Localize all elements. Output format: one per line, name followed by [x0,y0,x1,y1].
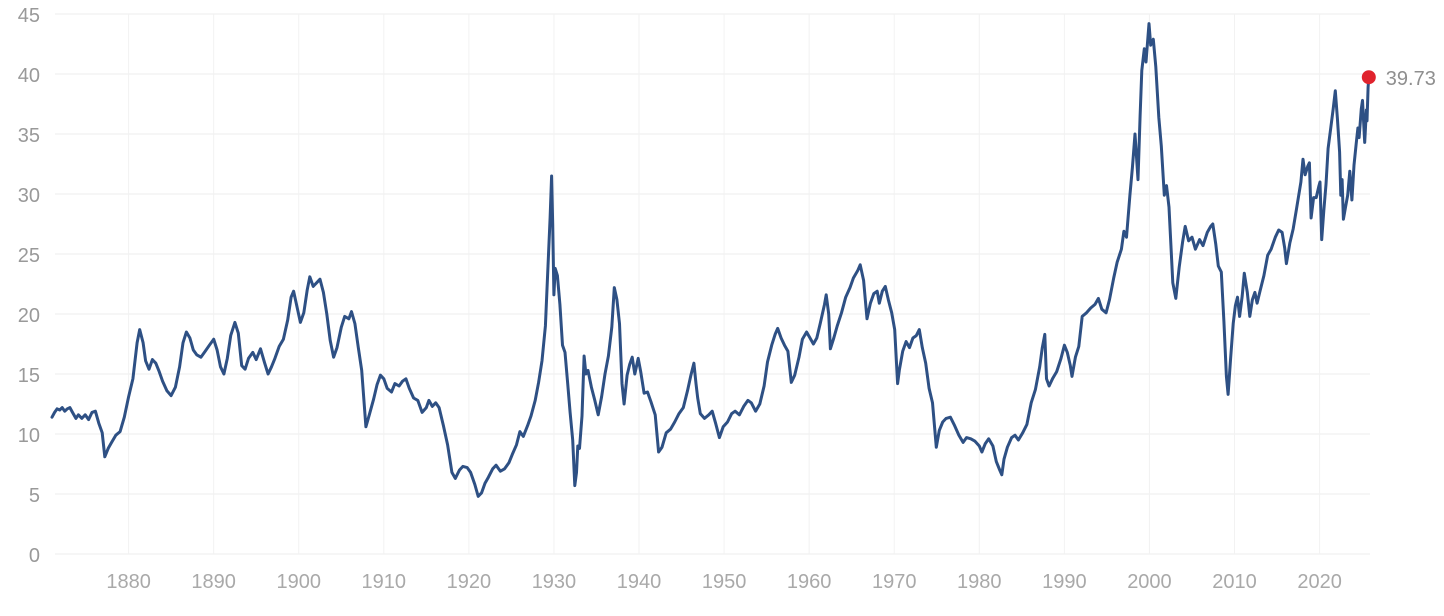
x-tick-label: 1910 [362,571,407,593]
x-tick-label: 1940 [617,571,662,593]
x-tick-label: 2000 [1127,571,1172,593]
x-tick-label: 1950 [702,571,747,593]
latest-point-marker[interactable] [1361,70,1376,85]
y-tick-label: 35 [18,125,40,147]
x-tick-label: 2020 [1297,571,1342,593]
horizontal-gridlines [55,13,1370,555]
x-tick-label: 1890 [191,571,236,593]
y-tick-label: 0 [29,545,40,567]
x-axis-tick-labels: 1880 1890 1900 1910 1920 1930 1940 1950 1960 1970… [106,571,1341,593]
x-tick-label: 1980 [957,571,1002,593]
y-axis-tick-labels: 0 5 10 15 20 25 30 35 40 45 [18,5,40,567]
y-tick-label: 45 [18,5,40,27]
vertical-gridlines [128,14,1321,554]
series-line[interactable] [50,22,1371,498]
x-tick-label: 1920 [447,571,492,593]
latest-value-label: 39.73 [1386,68,1436,90]
x-tick-label: 2010 [1212,571,1257,593]
x-tick-label: 1960 [787,571,832,593]
x-tick-label: 1880 [106,571,151,593]
y-tick-label: 40 [18,65,40,87]
x-tick-label: 1930 [532,571,577,593]
y-tick-label: 10 [18,425,40,447]
y-tick-label: 20 [18,305,40,327]
x-tick-label: 1900 [276,571,321,593]
x-tick-label: 1970 [872,571,917,593]
x-tick-label: 1990 [1042,571,1087,593]
y-tick-label: 30 [18,185,40,207]
y-tick-label: 5 [29,485,40,507]
y-tick-label: 15 [18,365,40,387]
y-tick-label: 25 [18,245,40,267]
